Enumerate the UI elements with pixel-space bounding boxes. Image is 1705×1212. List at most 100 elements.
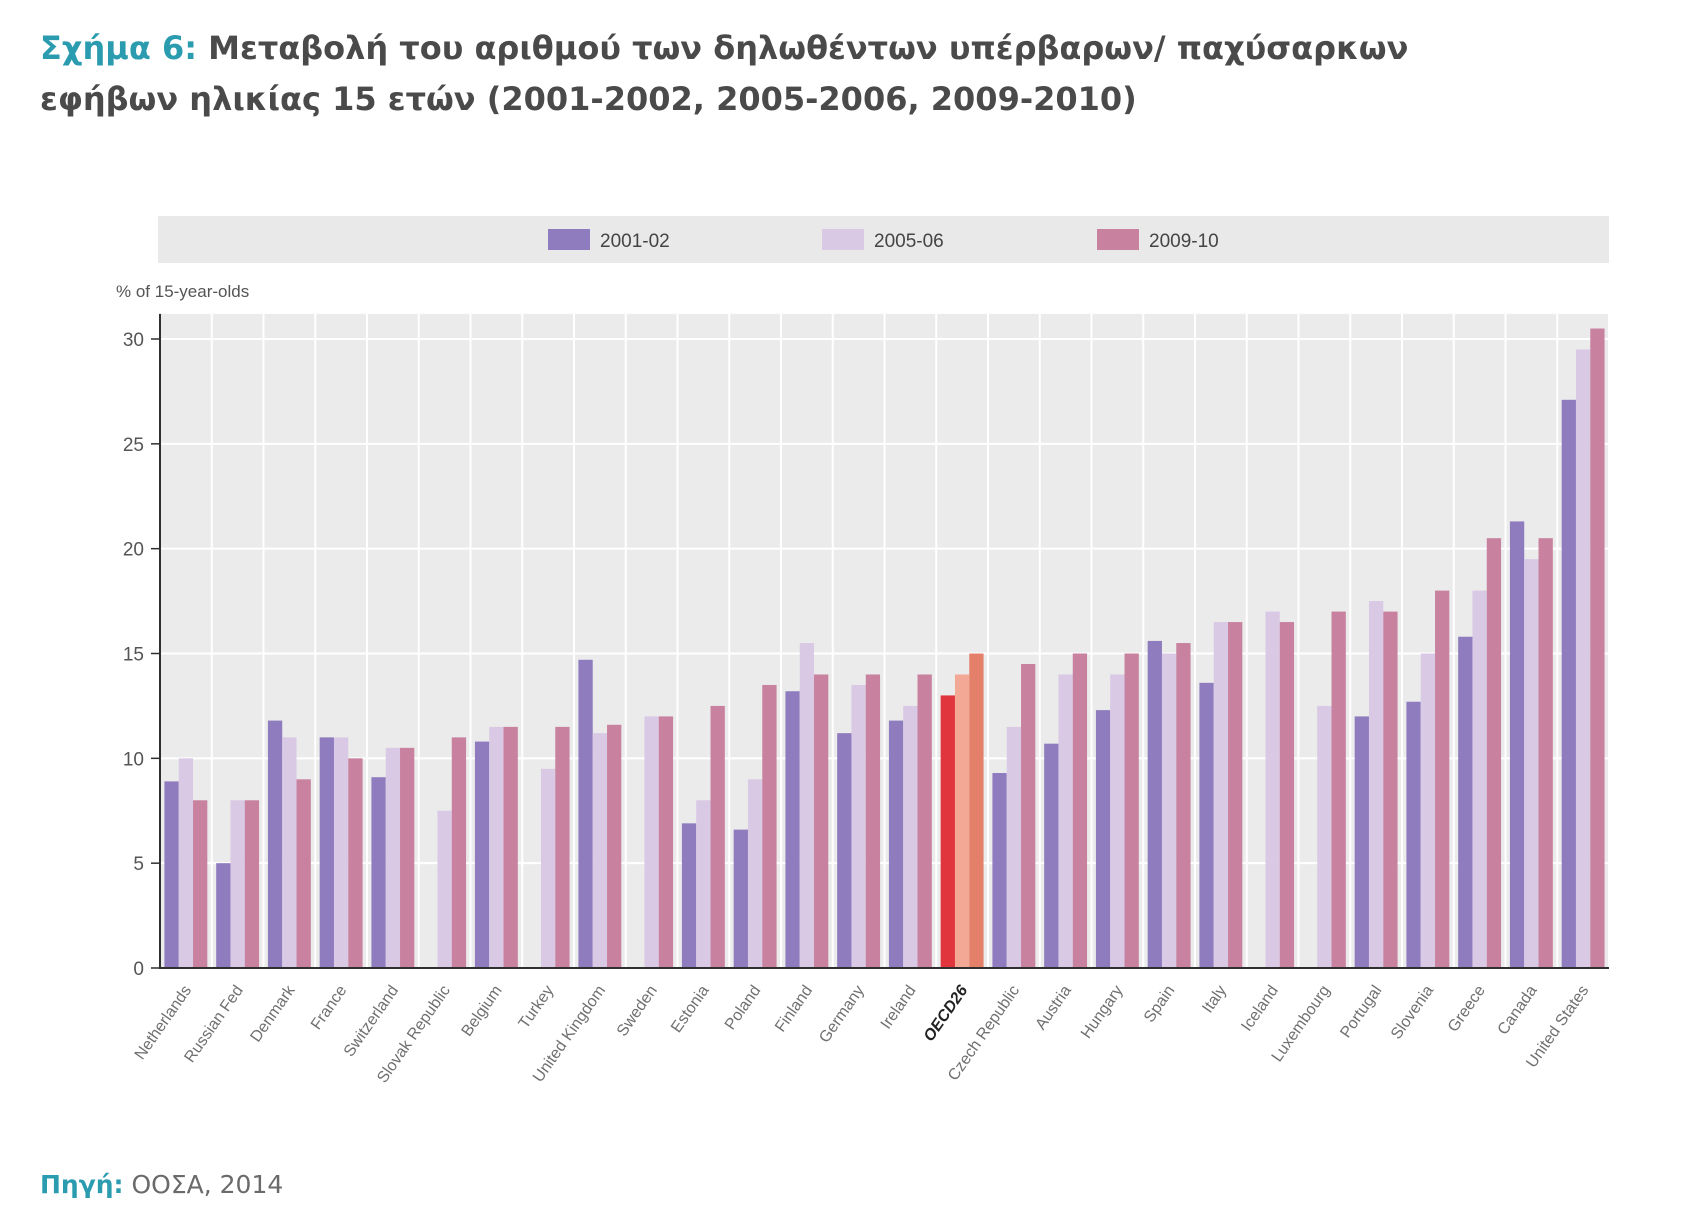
- bar-italy-2005-06: [1213, 622, 1229, 968]
- source-note: Πηγή: ΟΟΣΑ, 2014: [40, 1170, 283, 1200]
- bar-hungary-2005-06: [1110, 674, 1125, 968]
- bar-spain-2009-10: [1176, 643, 1191, 968]
- x-tick-label-iceland: Iceland: [1238, 983, 1282, 1035]
- bar-luxembourg-2005-06: [1317, 705, 1332, 968]
- bar-italy-2001-02: [1199, 682, 1214, 968]
- bar-united-states-2001-02: [1561, 399, 1576, 968]
- bar-iceland-2005-06: [1265, 611, 1280, 968]
- bar-hungary-2001-02: [1095, 710, 1111, 968]
- bar-luxembourg-2009-10: [1331, 611, 1346, 968]
- bar-sweden-2005-06: [644, 716, 659, 968]
- bar-poland-2005-06: [747, 779, 763, 968]
- x-tick-label-ireland: Ireland: [878, 983, 920, 1033]
- bar-denmark-2001-02: [267, 720, 283, 968]
- bar-denmark-2009-10: [296, 779, 311, 968]
- bar-slovak-republic-2009-10: [451, 737, 467, 968]
- bar-denmark-2005-06: [282, 737, 297, 968]
- x-tick-label-poland: Poland: [722, 983, 765, 1034]
- x-tick-label-oecd26: OECD26: [921, 982, 972, 1044]
- bar-oecd26-2009-10: [969, 653, 984, 968]
- source-text: ΟΟΣΑ, 2014: [131, 1170, 284, 1199]
- bar-belgium-2005-06: [489, 726, 504, 968]
- bar-united-states-2009-10: [1590, 328, 1605, 968]
- bar-france-2005-06: [333, 737, 349, 968]
- bar-switzerland-2005-06: [385, 747, 401, 968]
- bar-poland-2009-10: [762, 684, 777, 968]
- bar-turkey-2009-10: [555, 726, 570, 968]
- bar-russian-fed-2009-10: [244, 800, 260, 968]
- bar-canada-2009-10: [1538, 538, 1553, 968]
- x-tick-label-spain: Spain: [1141, 983, 1178, 1026]
- bar-slovenia-2009-10: [1435, 590, 1450, 968]
- bar-ireland-2001-02: [888, 720, 904, 968]
- bar-iceland-2009-10: [1279, 622, 1295, 968]
- bar-portugal-2001-02: [1354, 716, 1369, 968]
- bar-austria-2001-02: [1044, 743, 1059, 968]
- bar-estonia-2005-06: [696, 800, 711, 968]
- bar-spain-2001-02: [1147, 640, 1162, 968]
- bar-germany-2001-02: [837, 733, 852, 968]
- y-tick-label: 25: [123, 435, 144, 456]
- chart-title-line-2: εφήβων ηλικίας 15 ετών (2001-2002, 2005-…: [40, 80, 1137, 118]
- bar-greece-2005-06: [1472, 590, 1487, 968]
- bar-united-kingdom-2009-10: [607, 724, 622, 968]
- x-tick-label-slovenia: Slovenia: [1388, 982, 1437, 1042]
- y-axis-label: % of 15-year-olds: [116, 282, 249, 301]
- bar-estonia-2009-10: [710, 705, 725, 968]
- bar-portugal-2009-10: [1383, 611, 1398, 968]
- bar-italy-2009-10: [1228, 622, 1243, 968]
- bar-oecd26-2001-02: [940, 695, 955, 968]
- chart-title-line-1: Σχήμα 6: Μεταβολή του αριθμού των δηλωθέ…: [40, 23, 1408, 74]
- bar-czech-republic-2005-06: [1006, 726, 1022, 968]
- x-tick-label-greece: Greece: [1445, 982, 1489, 1035]
- bar-switzerland-2009-10: [400, 747, 415, 968]
- bar-estonia-2001-02: [681, 823, 697, 968]
- legend-swatch-2009-10: [1097, 229, 1139, 250]
- x-tick-label-canada: Canada: [1495, 982, 1541, 1038]
- legend: 2001-02 2005-06 2009-10: [158, 216, 1609, 263]
- y-tick-label: 15: [123, 645, 144, 666]
- bar-united-kingdom-2005-06: [592, 733, 608, 968]
- x-tick-label-finland: Finland: [772, 983, 816, 1036]
- bar-spain-2005-06: [1161, 653, 1177, 968]
- x-tick-label-denmark: Denmark: [247, 982, 299, 1046]
- bar-slovak-republic-2005-06: [437, 810, 452, 968]
- legend-label-2005-06: 2005-06: [874, 231, 944, 252]
- x-tick-label-germany: Germany: [816, 983, 868, 1047]
- bar-belgium-2001-02: [474, 741, 490, 968]
- figure-label: Σχήμα 6:: [40, 29, 198, 67]
- x-tick-label-hungary: Hungary: [1078, 983, 1127, 1042]
- bar-greece-2009-10: [1486, 538, 1502, 968]
- bar-united-kingdom-2001-02: [578, 659, 593, 968]
- y-tick-label: 30: [123, 330, 144, 351]
- bar-germany-2009-10: [865, 674, 881, 968]
- bar-france-2001-02: [319, 737, 334, 968]
- legend-swatch-2005-06: [822, 229, 864, 250]
- bar-austria-2009-10: [1072, 653, 1088, 968]
- bar-netherlands-2009-10: [193, 800, 208, 968]
- bar-czech-republic-2001-02: [992, 773, 1007, 968]
- source-label: Πηγή:: [40, 1170, 124, 1199]
- bar-sweden-2009-10: [658, 716, 674, 968]
- bar-finland-2005-06: [799, 643, 815, 968]
- chart-title-text-1: Μεταβολή του αριθμού των δηλωθέντων υπέρ…: [208, 29, 1409, 67]
- bar-france-2009-10: [348, 758, 363, 968]
- x-tick-label-estonia: Estonia: [668, 982, 713, 1036]
- bar-slovenia-2001-02: [1406, 701, 1421, 968]
- bar-germany-2005-06: [851, 684, 866, 968]
- x-tick-label-portugal: Portugal: [1337, 983, 1385, 1042]
- y-tick-label: 10: [123, 749, 144, 770]
- legend-swatch-2001-02: [548, 229, 590, 250]
- x-tick-label-france: France: [308, 982, 351, 1033]
- bar-poland-2001-02: [733, 829, 748, 968]
- bar-portugal-2005-06: [1368, 601, 1384, 968]
- y-tick-label: 0: [133, 959, 144, 980]
- bar-greece-2001-02: [1458, 636, 1473, 968]
- legend-background: [158, 216, 1609, 263]
- bar-czech-republic-2009-10: [1021, 663, 1036, 968]
- chart-title: Σχήμα 6: Μεταβολή του αριθμού των δηλωθέ…: [40, 23, 1408, 125]
- bar-ireland-2009-10: [917, 674, 932, 968]
- bar-hungary-2009-10: [1124, 653, 1139, 968]
- bar-turkey-2005-06: [540, 768, 556, 968]
